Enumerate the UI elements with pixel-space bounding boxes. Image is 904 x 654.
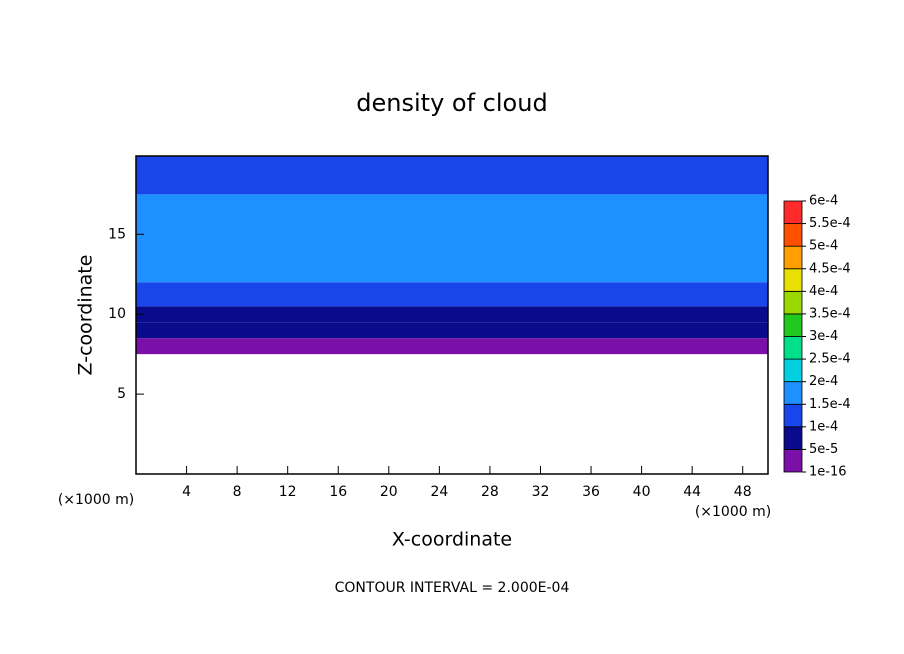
footnote: CONTOUR INTERVAL = 2.000E-04 (335, 580, 570, 596)
y-tick-label: 10 (108, 306, 126, 322)
contour-band (136, 282, 768, 307)
colorbar-band (783, 403, 803, 428)
x-tick-label: 12 (279, 484, 297, 500)
colorbar-band (783, 313, 803, 337)
colorbar-band (783, 358, 803, 383)
plot-frame (135, 155, 769, 475)
x-tick-label: 20 (380, 484, 398, 500)
x-tick-label: 24 (430, 484, 448, 500)
x-tick-label: 44 (683, 484, 701, 500)
colorbar-label: 3e-4 (809, 329, 838, 344)
contour-band (136, 306, 768, 323)
colorbar-label: 6e-4 (809, 194, 838, 209)
x-units: (×1000 m) (58, 492, 134, 508)
colorbar-label: 4e-4 (809, 284, 838, 299)
y-tick-label: 5 (117, 386, 126, 402)
y-tick-label: 15 (108, 226, 126, 242)
x-axis-label: X-coordinate (392, 529, 512, 551)
colorbar-band (783, 268, 803, 292)
colorbar-label: 5.5e-4 (809, 216, 851, 231)
y-axis-label: Z-coordinate (75, 255, 97, 376)
colorbar-band (783, 336, 803, 360)
contour-band (136, 156, 768, 195)
x-tick-label: 28 (481, 484, 499, 500)
x-units: (×1000 m) (695, 504, 771, 520)
contour-band (136, 338, 768, 355)
colorbar-label: 3.5e-4 (809, 306, 851, 321)
colorbar-label: 5e-5 (809, 442, 838, 457)
colorbar-band (783, 426, 803, 450)
colorbar-band (783, 245, 803, 270)
contour-band (136, 194, 768, 283)
x-tick-label: 16 (329, 484, 347, 500)
x-tick-label: 48 (734, 484, 752, 500)
colorbar-label: 1.5e-4 (809, 397, 851, 412)
x-tick-label: 32 (532, 484, 550, 500)
colorbar-label: 5e-4 (809, 239, 838, 254)
chart-title: density of cloud (356, 89, 547, 117)
contour-band (136, 322, 768, 339)
colorbar-label: 1e-16 (809, 465, 847, 480)
colorbar-label: 4.5e-4 (809, 261, 851, 276)
colorbar-band (783, 290, 803, 315)
colorbar-band (783, 200, 803, 224)
colorbar-band (783, 449, 803, 473)
colorbar-label: 2e-4 (809, 374, 838, 389)
x-tick-label: 4 (182, 484, 191, 500)
x-tick-label: 40 (633, 484, 651, 500)
colorbar-band (783, 381, 803, 405)
x-tick-label: 8 (233, 484, 242, 500)
x-tick-label: 36 (582, 484, 600, 500)
colorbar-label: 2.5e-4 (809, 352, 851, 367)
colorbar-label: 1e-4 (809, 419, 838, 434)
colorbar-band (783, 223, 803, 247)
